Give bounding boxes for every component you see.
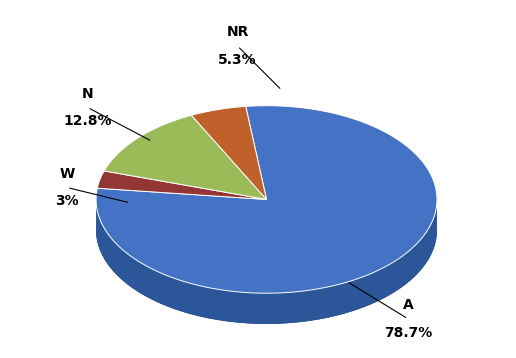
Text: 5.3%: 5.3% [218, 53, 257, 67]
Text: NR: NR [227, 25, 249, 39]
Text: N: N [82, 87, 93, 101]
Text: A: A [402, 298, 413, 312]
Polygon shape [96, 230, 437, 324]
Polygon shape [96, 200, 437, 324]
Text: 3%: 3% [55, 194, 79, 208]
Polygon shape [191, 106, 267, 199]
Polygon shape [104, 115, 267, 199]
Text: 12.8%: 12.8% [63, 114, 112, 128]
Polygon shape [98, 171, 267, 199]
Text: W: W [59, 167, 75, 181]
Polygon shape [96, 106, 437, 293]
Text: 78.7%: 78.7% [384, 326, 432, 340]
